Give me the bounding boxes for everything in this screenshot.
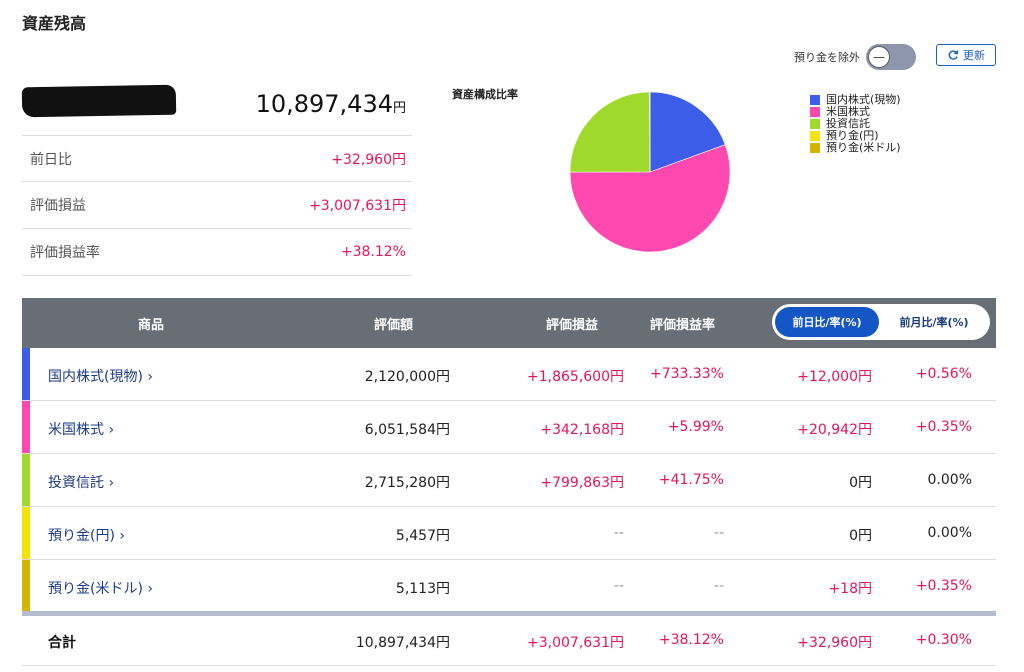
total-asset-amount: 10,897,434: [255, 90, 393, 118]
summary-value: +38.12%: [340, 243, 406, 260]
legend-item: 米国株式: [810, 106, 901, 118]
valuation-cell: 6,051,584円: [364, 422, 450, 438]
day-rate-cell: 0.00%: [927, 472, 972, 488]
row-color-bar: [22, 401, 30, 453]
summary-value: +3,007,631円: [309, 197, 406, 214]
product-link[interactable]: 米国株式 ›: [48, 422, 115, 438]
legend-swatch: [810, 107, 820, 117]
tab-month-change[interactable]: 前月比/率(%): [899, 316, 969, 329]
table-row[interactable]: 預り金(円) › 5,457円 -- -- 0円 0.00%: [22, 507, 996, 560]
legend-swatch: [810, 131, 820, 141]
summary-row-gain-rate: 評価損益率 +38.12%: [22, 228, 412, 274]
refresh-button[interactable]: 更新: [936, 44, 996, 66]
total-day-diff: +32,960円: [797, 635, 872, 651]
gain-cell: +799,863円: [540, 475, 624, 491]
legend-item: 投資信託: [810, 118, 901, 130]
legend-label: 預り金(円): [826, 129, 879, 142]
table-row[interactable]: 米国株式 › 6,051,584円 +342,168円 +5.99% +20,9…: [22, 401, 996, 454]
toggle-knob: —: [868, 46, 890, 68]
refresh-label: 更新: [963, 49, 985, 62]
exclude-deposit-control: 預り金を除外 —: [794, 44, 916, 70]
legend-item: 預り金(円): [810, 130, 901, 142]
day-rate-cell: +0.56%: [915, 366, 972, 382]
exclude-deposit-toggle[interactable]: —: [866, 44, 916, 70]
table-row[interactable]: 国内株式(現物) › 2,120,000円 +1,865,600円 +733.3…: [22, 348, 996, 401]
row-color-bar: [22, 507, 30, 559]
gain-rate-cell: --: [713, 525, 724, 541]
legend-item: 預り金(米ドル): [810, 142, 901, 154]
summary-label: 評価損益率: [30, 244, 100, 261]
page-title: 資産残高: [22, 14, 87, 33]
day-rate-cell: +0.35%: [915, 578, 972, 594]
valuation-cell: 2,120,000円: [364, 369, 450, 385]
holdings-table-header: 商品 評価額 評価損益 評価損益率 前日比/率(%) 前月比/率(%): [22, 298, 996, 348]
gain-rate-cell: --: [713, 578, 724, 594]
header-valuation: 評価額: [374, 318, 414, 333]
gain-cell: +342,168円: [540, 422, 624, 438]
gain-rate-cell: +41.75%: [658, 472, 724, 488]
day-rate-cell: +0.35%: [915, 419, 972, 435]
row-color-bar: [22, 348, 30, 400]
legend-label: 米国株式: [826, 105, 870, 118]
total-row: 合計 10,897,434円 +3,007,631円 +38.12% +32,9…: [22, 616, 996, 666]
day-rate-cell: 0.00%: [927, 525, 972, 541]
valuation-cell: 2,715,280円: [364, 475, 450, 491]
refresh-icon: [948, 50, 959, 60]
redacted-account-name: [21, 84, 177, 118]
row-color-bar: [22, 454, 30, 506]
total-separator: [22, 611, 996, 616]
day-diff-cell: +20,942円: [797, 422, 872, 438]
total-gain-rate: +38.12%: [658, 632, 724, 648]
product-link[interactable]: 預り金(円) ›: [48, 528, 125, 544]
legend-swatch: [810, 119, 820, 129]
total-gain: +3,007,631円: [527, 635, 624, 651]
summary-row-unrealized-gain: 評価損益 +3,007,631円: [22, 181, 412, 227]
table-row[interactable]: 投資信託 › 2,715,280円 +799,863円 +41.75% 0円 0…: [22, 454, 996, 507]
gain-cell: --: [613, 578, 624, 594]
day-diff-cell: +18円: [828, 581, 872, 597]
header-product: 商品: [138, 318, 165, 333]
summary-divider: [22, 275, 412, 276]
summary-row-day-change: 前日比 +32,960円: [22, 135, 412, 181]
legend-label: 投資信託: [826, 117, 870, 130]
legend-item: 国内株式(現物): [810, 94, 901, 106]
pie-slice-3: [569, 91, 651, 173]
legend-label: 国内株式(現物): [826, 93, 901, 106]
tab-day-change[interactable]: 前日比/率(%): [775, 307, 879, 337]
gain-rate-cell: +733.33%: [649, 366, 724, 382]
product-link[interactable]: 国内株式(現物) ›: [48, 369, 153, 385]
row-color-bar: [22, 560, 30, 613]
total-asset-value: 10,897,434円: [230, 90, 406, 118]
summary-value: +32,960円: [331, 151, 406, 168]
valuation-cell: 5,113円: [395, 581, 450, 597]
legend-label: 預り金(米ドル): [826, 141, 901, 154]
total-valuation: 10,897,434円: [355, 635, 450, 651]
summary-label: 評価損益: [30, 197, 86, 214]
summary-label: 前日比: [30, 151, 72, 168]
pie-slice-2: [569, 144, 731, 253]
header-gain: 評価損益: [546, 318, 599, 333]
asset-allocation-pie: [569, 91, 731, 253]
total-day-rate: +0.30%: [915, 632, 972, 648]
legend-swatch: [810, 143, 820, 153]
legend-swatch: [810, 95, 820, 105]
total-asset-unit: 円: [392, 101, 406, 116]
total-label: 合計: [48, 635, 76, 651]
day-diff-cell: 0円: [849, 528, 872, 544]
gain-cell: --: [613, 525, 624, 541]
gain-cell: +1,865,600円: [527, 369, 624, 385]
gain-rate-cell: +5.99%: [667, 419, 724, 435]
product-link[interactable]: 投資信託 ›: [48, 475, 115, 491]
table-row[interactable]: 預り金(米ドル) › 5,113円 -- -- +18円 +0.35%: [22, 560, 996, 613]
exclude-deposit-label: 預り金を除外: [794, 51, 860, 64]
day-diff-cell: 0円: [849, 475, 872, 491]
day-diff-cell: +12,000円: [797, 369, 872, 385]
valuation-cell: 5,457円: [395, 528, 450, 544]
product-link[interactable]: 預り金(米ドル) ›: [48, 581, 153, 597]
chart-title: 資産構成比率: [452, 88, 518, 101]
header-gain-rate: 評価損益率: [650, 318, 716, 333]
comparison-period-toggle: 前日比/率(%) 前月比/率(%): [772, 304, 990, 340]
pie-slice-1: [649, 91, 726, 173]
chart-legend: 国内株式(現物) 米国株式 投資信託 預り金(円) 預り金(米ドル): [810, 94, 901, 154]
